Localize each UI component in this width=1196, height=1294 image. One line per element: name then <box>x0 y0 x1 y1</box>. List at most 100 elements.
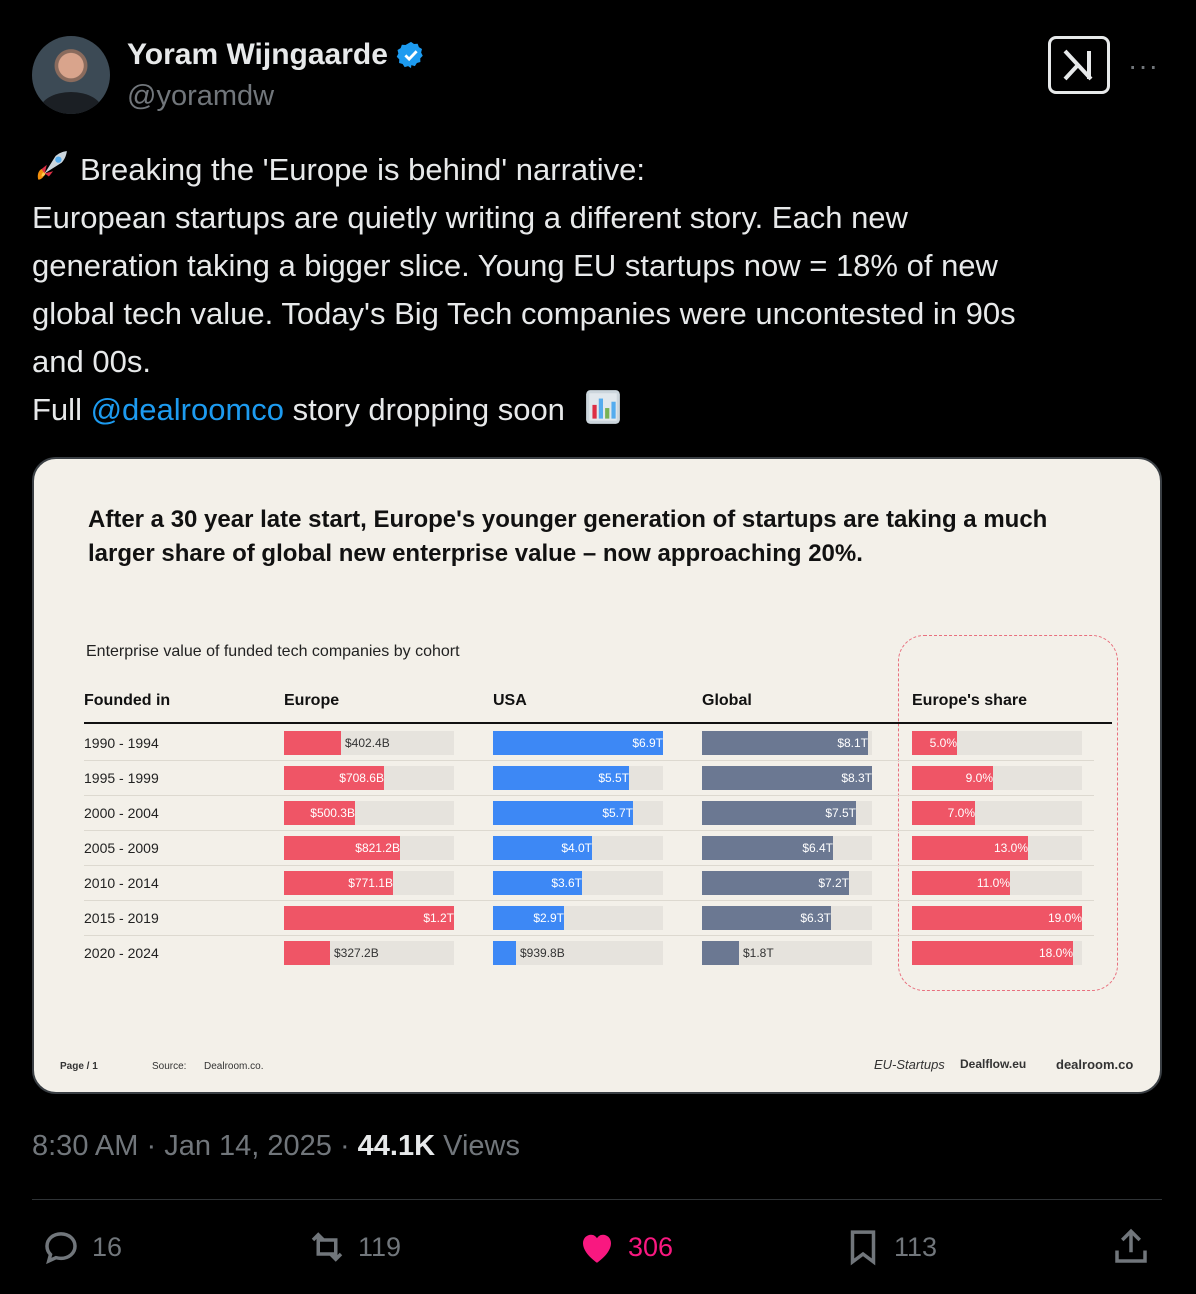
media-card[interactable]: After a 30 year late start, Europe's you… <box>32 457 1162 1094</box>
bar-label-share-1: 9.0% <box>965 771 993 785</box>
bar-label-europe-0: $402.4B <box>345 736 390 750</box>
bar-label-global-0: $8.1T <box>837 736 868 750</box>
bar-label-europe-4: $771.1B <box>348 876 393 890</box>
bar-label-share-3: 13.0% <box>993 841 1028 855</box>
rocket-emoji <box>37 151 67 180</box>
bar-europe-6 <box>284 941 330 965</box>
bar-global-6 <box>702 941 739 965</box>
row-label-4: 2010 - 2014 <box>84 875 159 891</box>
bar-label-global-2: $7.5T <box>825 806 856 820</box>
row-label-1: 1995 - 1999 <box>84 770 159 786</box>
logo-dealflow: Dealflow.eu <box>960 1057 1027 1071</box>
like-count: 306 <box>628 1231 674 1262</box>
bar-usa-2 <box>493 801 633 825</box>
divider <box>32 1199 1162 1200</box>
bar-label-usa-2: $5.7T <box>602 806 633 820</box>
row-label-6: 2020 - 2024 <box>84 945 159 961</box>
bar-usa-6 <box>493 941 516 965</box>
bar-label-usa-6: $939.8B <box>520 946 565 960</box>
bar-usa-5 <box>493 906 564 930</box>
tweet-line-5: and 00s. <box>32 344 151 379</box>
bar-europe-3 <box>284 836 400 860</box>
bar-label-usa-3: $4.0T <box>561 841 592 855</box>
tweet-text-segment: Full <box>32 392 91 427</box>
bar-global-1 <box>702 766 872 790</box>
bar-label-global-5: $6.3T <box>800 911 831 925</box>
row-label-2: 2000 - 2004 <box>84 805 159 821</box>
bar-label-global-4: $7.2T <box>818 876 849 890</box>
mention-link[interactable]: @dealroomco <box>90 392 285 427</box>
bar-share-4 <box>912 871 1010 895</box>
bar-usa-1 <box>493 766 629 790</box>
heart-icon <box>583 1234 611 1263</box>
bar-label-europe-6: $327.2B <box>334 946 379 960</box>
views-label: Views <box>443 1130 520 1162</box>
tweet-date[interactable]: Jan 14, 2025 <box>164 1130 332 1162</box>
bar-label-global-6: $1.8T <box>743 946 774 960</box>
more-options-icon[interactable]: ··· <box>1128 50 1159 81</box>
author-name[interactable]: Yoram Wijngaarde <box>127 38 388 71</box>
bar-share-2 <box>912 801 975 825</box>
bar-share-6 <box>912 941 1073 965</box>
bookmark-button[interactable]: 113 <box>842 1226 937 1268</box>
share-button[interactable] <box>1110 1226 1152 1268</box>
row-separator <box>84 830 1094 831</box>
bar-label-usa-0: $6.9T <box>632 736 663 750</box>
bar-label-europe-2: $500.3B <box>310 806 355 820</box>
bar-label-global-1: $8.3T <box>841 771 872 785</box>
bar-label-share-6: 18.0% <box>1038 946 1073 960</box>
repost-icon <box>311 1232 343 1262</box>
bar-label-share-2: 7.0% <box>947 806 975 820</box>
tweet-time[interactable]: 8:30 AM <box>32 1130 139 1162</box>
verified-badge-icon <box>396 41 423 69</box>
row-separator <box>84 865 1094 866</box>
tweet-line-2: European startups are quietly writing a … <box>32 200 908 235</box>
bar-label-usa-5: $2.9T <box>533 911 564 925</box>
header-rule <box>84 722 1112 724</box>
tweet-line: Breaking the 'Europe is behind' narrativ… <box>32 146 1172 194</box>
bar-europe-5 <box>284 906 454 930</box>
row-label-5: 2015 - 2019 <box>84 910 159 926</box>
repost-button[interactable]: 119 <box>306 1226 401 1268</box>
bar-europe-2 <box>284 801 355 825</box>
grok-icon[interactable] <box>1048 36 1110 94</box>
reply-count: 16 <box>92 1231 123 1262</box>
share-icon <box>1115 1228 1147 1263</box>
chart-title: After a 30 year late start, Europe's you… <box>88 506 1048 567</box>
row-label-0: 1990 - 1994 <box>84 735 159 751</box>
footer-source: Dealroom.co. <box>204 1061 264 1072</box>
author-handle[interactable]: @yoramdw <box>127 80 275 112</box>
col-head-share: Europe's share <box>912 692 1027 709</box>
reply-button[interactable]: 16 <box>40 1226 122 1268</box>
tweet-meta: 8:30 AM · Jan 14, 2025 · 44.1K Views <box>32 1130 520 1162</box>
share-highlight-box <box>898 635 1118 991</box>
bookmark-icon <box>850 1230 876 1266</box>
bar-share-0 <box>912 731 957 755</box>
reply-icon <box>45 1232 77 1265</box>
bar-label-usa-4: $3.6T <box>551 876 582 890</box>
col-head-europe: Europe <box>284 692 340 709</box>
row-separator <box>84 935 1094 936</box>
footer-page: Page / 1 <box>60 1061 98 1072</box>
logo-dealroom: dealroom.co <box>1056 1057 1134 1072</box>
bar-label-global-3: $6.4T <box>802 841 833 855</box>
bar-share-5 <box>912 906 1082 930</box>
row-separator <box>84 795 1094 796</box>
tweet-text-segment: story dropping soon <box>284 392 565 427</box>
bookmark-count: 113 <box>894 1231 938 1262</box>
bar-label-europe-1: $708.6B <box>339 771 384 785</box>
chart-subtitle: Enterprise value of funded tech companie… <box>86 643 460 660</box>
bar-global-2 <box>702 801 856 825</box>
bar-global-3 <box>702 836 833 860</box>
author-row: Yoram Wijngaarde <box>127 38 426 72</box>
col-head-founded: Founded in <box>84 692 171 709</box>
bar-global-5 <box>702 906 831 930</box>
tweet-line-4: global tech value. Today's Big Tech comp… <box>32 296 1016 331</box>
col-head-usa: USA <box>493 692 527 709</box>
row-separator <box>84 760 1094 761</box>
like-button[interactable]: 306 <box>576 1226 673 1268</box>
tweet-line-3: generation taking a bigger slice. Young … <box>32 248 998 283</box>
views-count: 44.1K <box>357 1130 436 1162</box>
avatar[interactable] <box>32 36 110 114</box>
bar-europe-4 <box>284 871 393 895</box>
